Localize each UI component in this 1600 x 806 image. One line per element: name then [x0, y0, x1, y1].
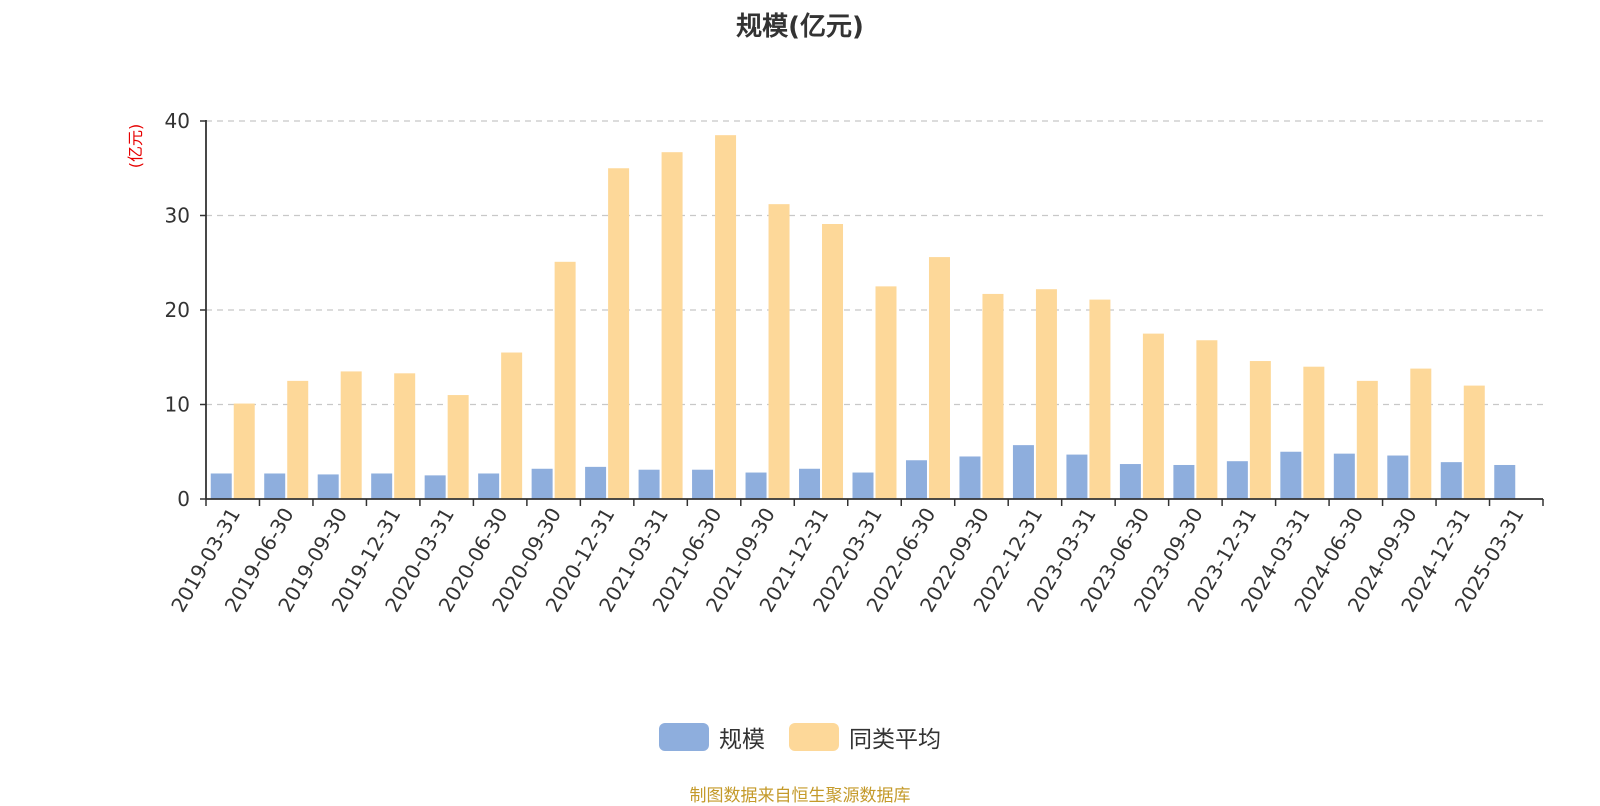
bar-peer-average[interactable]	[661, 152, 683, 499]
bar-peer-average[interactable]	[340, 371, 362, 499]
bar-scale[interactable]	[1494, 464, 1516, 499]
bar-peer-average[interactable]	[928, 257, 950, 499]
bar-peer-average[interactable]	[1463, 385, 1485, 499]
y-tick-label: 30	[165, 204, 190, 228]
legend-label-peer-average: 同类平均	[849, 727, 941, 753]
bar-peer-average[interactable]	[1196, 340, 1218, 499]
chart-title: 规模(亿元)	[736, 12, 864, 42]
y-tick-label: 0	[177, 487, 190, 511]
bar-scale[interactable]	[585, 466, 607, 499]
bar-scale[interactable]	[1440, 462, 1462, 499]
bar-scale[interactable]	[1173, 464, 1195, 499]
bar-scale[interactable]	[1066, 454, 1088, 499]
bar-scale[interactable]	[1333, 453, 1355, 499]
bar-scale[interactable]	[317, 474, 339, 499]
bar-peer-average[interactable]	[768, 204, 790, 499]
bar-peer-average[interactable]	[1035, 289, 1057, 499]
bar-peer-average[interactable]	[1410, 368, 1432, 499]
bar-peer-average[interactable]	[233, 403, 255, 499]
grid-lines	[206, 120, 1543, 406]
data-source-note: 制图数据来自恒生聚源数据库	[689, 786, 911, 806]
bar-peer-average[interactable]	[822, 224, 844, 499]
bar-scale[interactable]	[1280, 451, 1302, 499]
bar-scale[interactable]	[905, 460, 927, 499]
bar-scale[interactable]	[1226, 461, 1248, 499]
bar-peer-average[interactable]	[608, 168, 630, 499]
bar-scale[interactable]	[638, 469, 660, 499]
bar-peer-average[interactable]	[501, 352, 523, 499]
bar-peer-average[interactable]	[982, 293, 1004, 499]
bar-peer-average[interactable]	[875, 286, 897, 499]
y-tick-label: 20	[165, 298, 190, 322]
bar-scale[interactable]	[1387, 455, 1409, 499]
bar-scale[interactable]	[210, 473, 232, 499]
y-tick-label: 40	[165, 109, 190, 133]
bar-peer-average[interactable]	[554, 261, 576, 499]
bar-scale[interactable]	[1012, 445, 1034, 499]
bar-scale[interactable]	[264, 473, 286, 499]
y-tick-label: 10	[165, 393, 190, 417]
bar-peer-average[interactable]	[447, 395, 469, 499]
bar-scale[interactable]	[531, 468, 553, 499]
bar-peer-average[interactable]	[1089, 299, 1111, 499]
bar-peer-average[interactable]	[287, 380, 309, 499]
bars	[210, 135, 1516, 500]
bar-scale[interactable]	[745, 472, 767, 499]
bar-scale[interactable]	[799, 468, 821, 499]
legend-item-scale[interactable]: 规模	[659, 720, 765, 754]
bar-peer-average[interactable]	[394, 373, 416, 499]
bar-scale[interactable]	[424, 475, 446, 499]
bar-scale[interactable]	[371, 473, 393, 499]
legend-swatch-scale	[659, 723, 709, 751]
legend-label-scale: 规模	[719, 727, 765, 753]
bar-peer-average[interactable]	[1249, 361, 1271, 499]
bar-scale[interactable]	[1119, 464, 1141, 499]
bar-peer-average[interactable]	[1142, 333, 1164, 499]
bar-peer-average[interactable]	[715, 135, 737, 500]
bar-peer-average[interactable]	[1356, 380, 1378, 499]
bar-peer-average[interactable]	[1303, 366, 1325, 499]
x-axis-ticks: 2019-03-312019-06-302019-09-302019-12-31…	[166, 499, 1544, 616]
legend-item-peer-average[interactable]: 同类平均	[789, 720, 941, 754]
bar-scale[interactable]	[692, 469, 714, 499]
bar-scale[interactable]	[852, 472, 874, 499]
bar-scale[interactable]	[959, 456, 981, 499]
y-axis-ticks: 0 10 20 30 40	[165, 109, 206, 511]
legend: 规模 同类平均	[0, 720, 1600, 754]
legend-swatch-peer-average	[789, 723, 839, 751]
bar-scale[interactable]	[478, 473, 500, 499]
